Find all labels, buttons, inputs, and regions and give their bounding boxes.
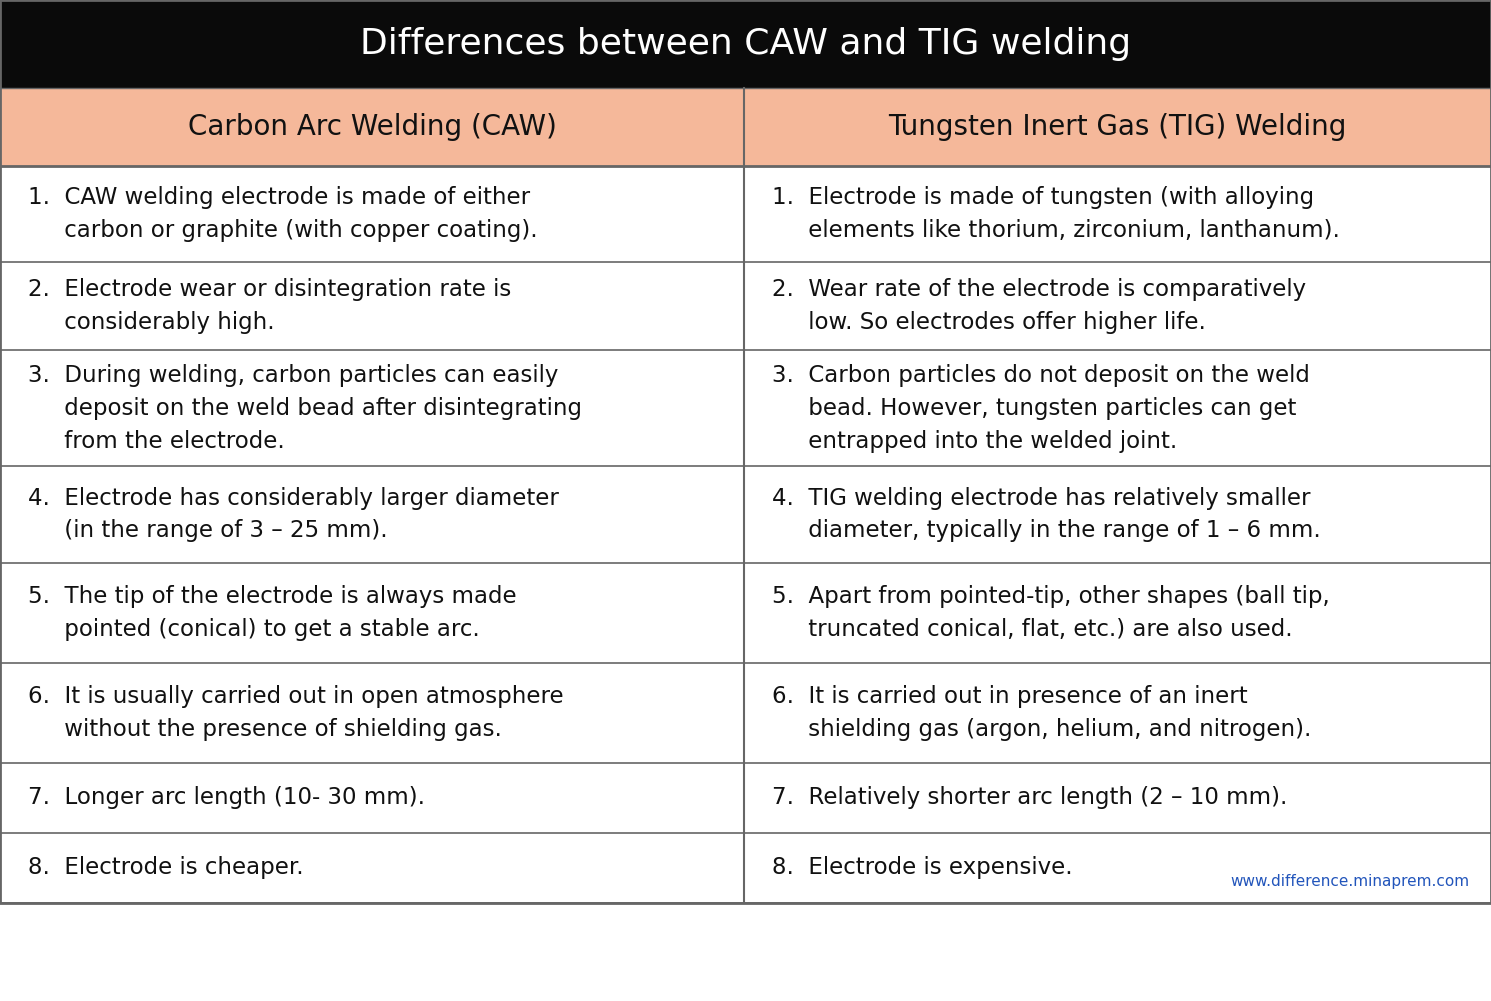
Text: 7.  Relatively shorter arc length (2 – 10 mm).: 7. Relatively shorter arc length (2 – 10… [772, 787, 1287, 809]
Bar [0, 166, 1491, 262]
Bar [0, 88, 1491, 166]
Text: 2.  Electrode wear or disintegration rate is
     considerably high.: 2. Electrode wear or disintegration rate… [28, 278, 511, 334]
Bar [0, 262, 1491, 350]
Text: www.difference.minaprem.com: www.difference.minaprem.com [1230, 874, 1469, 889]
Text: Carbon Arc Welding (CAW): Carbon Arc Welding (CAW) [188, 113, 556, 141]
Bar [0, 763, 1491, 833]
Bar [0, 466, 1491, 563]
Text: 6.  It is carried out in presence of an inert
     shielding gas (argon, helium,: 6. It is carried out in presence of an i… [772, 685, 1312, 741]
Text: 8.  Electrode is cheaper.: 8. Electrode is cheaper. [28, 857, 304, 879]
Text: Tungsten Inert Gas (TIG) Welding: Tungsten Inert Gas (TIG) Welding [889, 113, 1346, 141]
Bar [0, 833, 1491, 903]
Bar [0, 663, 1491, 763]
Text: 8.  Electrode is expensive.: 8. Electrode is expensive. [772, 857, 1072, 879]
Text: 3.  During welding, carbon particles can easily
     deposit on the weld bead af: 3. During welding, carbon particles can … [28, 364, 581, 452]
Text: 1.  CAW welding electrode is made of either
     carbon or graphite (with copper: 1. CAW welding electrode is made of eith… [28, 186, 538, 242]
Text: Differences between CAW and TIG welding: Differences between CAW and TIG welding [359, 27, 1132, 61]
Text: 2.  Wear rate of the electrode is comparatively
     low. So electrodes offer hi: 2. Wear rate of the electrode is compara… [772, 278, 1306, 334]
Text: 5.  The tip of the electrode is always made
     pointed (conical) to get a stab: 5. The tip of the electrode is always ma… [28, 585, 516, 641]
Text: 6.  It is usually carried out in open atmosphere
     without the presence of sh: 6. It is usually carried out in open atm… [28, 685, 564, 741]
Bar [0, 0, 1491, 88]
Text: 4.  Electrode has considerably larger diameter
     (in the range of 3 – 25 mm).: 4. Electrode has considerably larger dia… [28, 486, 559, 543]
Bar [0, 350, 1491, 466]
Text: 7.  Longer arc length (10- 30 mm).: 7. Longer arc length (10- 30 mm). [28, 787, 425, 809]
Text: 5.  Apart from pointed-tip, other shapes (ball tip,
     truncated conical, flat: 5. Apart from pointed-tip, other shapes … [772, 585, 1330, 641]
Text: 4.  TIG welding electrode has relatively smaller
     diameter, typically in the: 4. TIG welding electrode has relatively … [772, 486, 1321, 543]
Text: 1.  Electrode is made of tungsten (with alloying
     elements like thorium, zir: 1. Electrode is made of tungsten (with a… [772, 186, 1340, 242]
Bar [0, 563, 1491, 663]
Text: 3.  Carbon particles do not deposit on the weld
     bead. However, tungsten par: 3. Carbon particles do not deposit on th… [772, 364, 1311, 452]
